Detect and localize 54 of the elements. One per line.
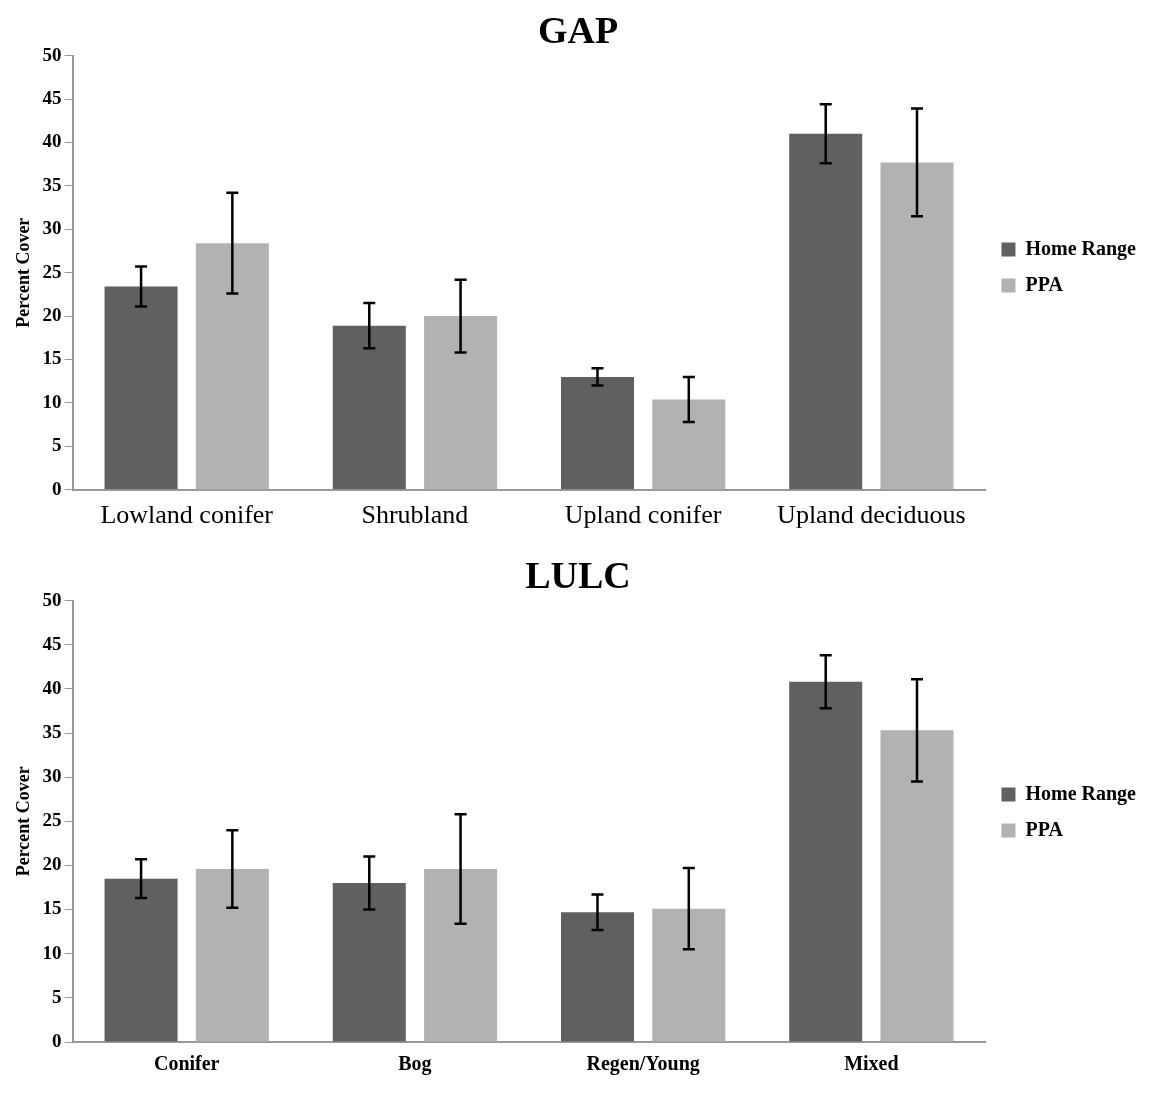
y-tick-label: 0 [52,1029,62,1051]
chart-title: GAP [537,8,619,51]
bar [560,376,635,490]
bar [332,883,406,1042]
y-tick-label: 25 [42,809,62,831]
bar [424,868,498,1042]
bar [652,399,726,490]
bar [789,681,863,1042]
bar [560,912,635,1042]
bar [652,908,726,1042]
y-axis-title: Percent Cover [13,217,34,328]
x-tick-label: Conifer [153,1052,220,1075]
y-tick-label: 50 [42,43,62,65]
legend-label: Home Range [1025,781,1137,805]
y-tick-label: 10 [42,390,62,412]
legend-label: Home Range [1025,236,1137,260]
y-tick-label: 40 [42,676,62,698]
y-tick-label: 40 [42,130,62,152]
bar [332,325,406,490]
y-axis-title: Percent Cover [13,766,34,877]
bar [880,162,954,490]
x-tick-label: Mixed [844,1052,899,1075]
y-tick-label: 20 [42,853,62,875]
y-tick-label: 15 [42,897,62,919]
y-tick-label: 35 [42,720,62,742]
y-tick-label: 30 [42,217,62,239]
bar [195,243,269,490]
x-tick-label: Upland conifer [564,500,722,530]
x-tick-label: Upland deciduous [777,500,966,530]
y-tick-label: 25 [42,260,62,282]
y-tick-label: 45 [42,632,62,654]
x-tick-label: Bog [398,1052,432,1076]
bar [424,316,498,490]
bar [789,133,863,490]
bar [880,730,954,1042]
chart-title: LULC [525,553,631,596]
legend-label: PPA [1025,272,1064,295]
y-tick-label: 0 [52,477,62,499]
y-tick-label: 5 [52,985,62,1007]
bar [104,286,178,490]
y-tick-label: 50 [42,588,62,610]
y-tick-label: 45 [42,86,62,108]
y-tick-label: 15 [42,347,62,369]
x-tick-label: Shrubland [361,500,469,530]
bar [104,878,178,1042]
x-tick-label: Lowland conifer [100,500,274,530]
y-tick-label: 10 [42,941,62,963]
y-tick-label: 20 [42,304,62,326]
y-tick-label: 30 [42,765,62,787]
legend-label: PPA [1025,817,1064,840]
y-tick-label: 35 [42,173,62,195]
x-tick-label: Regen/Young [586,1052,700,1076]
bar [195,868,269,1042]
y-tick-label: 5 [52,434,62,456]
